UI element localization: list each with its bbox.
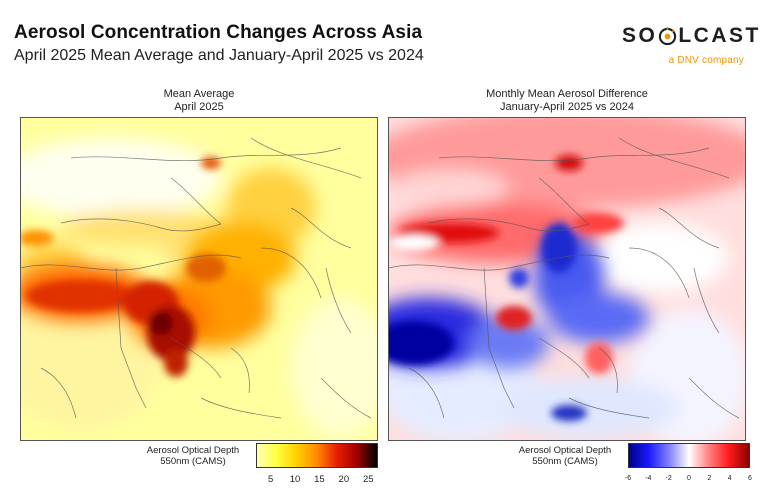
right-colorbar-label-line2: 550nm (CAMS) (532, 456, 598, 467)
sun-icon (659, 26, 677, 45)
right-colorbar-tick: -4 (645, 475, 652, 482)
logo-tagline: a DNV company (668, 55, 744, 66)
right-colorbar-label: Aerosol Optical Depth 550nm (CAMS) (510, 445, 620, 467)
mean-average-map (20, 117, 378, 441)
right-colorbar-tick: -2 (665, 475, 672, 482)
map-subtitle: April 2025 Mean Average and January-Apri… (14, 47, 424, 64)
right-panel-title-line1: Monthly Mean Aerosol Difference (486, 88, 648, 100)
logo-wordmark-right: LCAST (678, 24, 761, 47)
map-title: Aerosol Concentration Changes Across Asi… (14, 22, 423, 43)
left-panel-title-line2: April 2025 (174, 101, 224, 113)
solcast-logo: SO LCAST a DNV company (622, 24, 758, 70)
left-colorbar-tick: 10 (289, 474, 301, 485)
right-colorbar-tick: 6 (748, 475, 752, 482)
right-panel-title-line2: January-April 2025 vs 2024 (500, 101, 634, 113)
right-colorbar-tick: 0 (687, 475, 691, 482)
left-colorbar-label-line2: 550nm (CAMS) (160, 456, 226, 467)
logo-wordmark: SO LCAST (622, 24, 761, 48)
left-colorbar-tick: 15 (314, 474, 325, 485)
left-colorbar-tick: 25 (362, 474, 374, 485)
right-colorbar (628, 443, 750, 468)
left-colorbar-label-line1: Aerosol Optical Depth (146, 445, 240, 456)
left-colorbar-tick: 20 (338, 474, 350, 485)
right-colorbar-tick: 4 (727, 475, 732, 482)
aerosol-difference-map (388, 117, 746, 441)
right-colorbar-tick: -6 (624, 475, 632, 482)
left-colorbar-tick: 5 (267, 474, 274, 485)
left-panel-title: Mean Average April 2025 (20, 88, 378, 114)
right-panel-title: Monthly Mean Aerosol Difference January-… (388, 88, 746, 114)
left-panel-title-line1: Mean Average (163, 88, 235, 100)
left-colorbar (256, 443, 378, 468)
right-colorbar-tick: 2 (707, 475, 712, 482)
logo-wordmark-left: SO (622, 24, 658, 47)
right-colorbar-label-line1: Aerosol Optical Depth (518, 445, 612, 456)
left-colorbar-label: Aerosol Optical Depth 550nm (CAMS) (138, 445, 248, 467)
